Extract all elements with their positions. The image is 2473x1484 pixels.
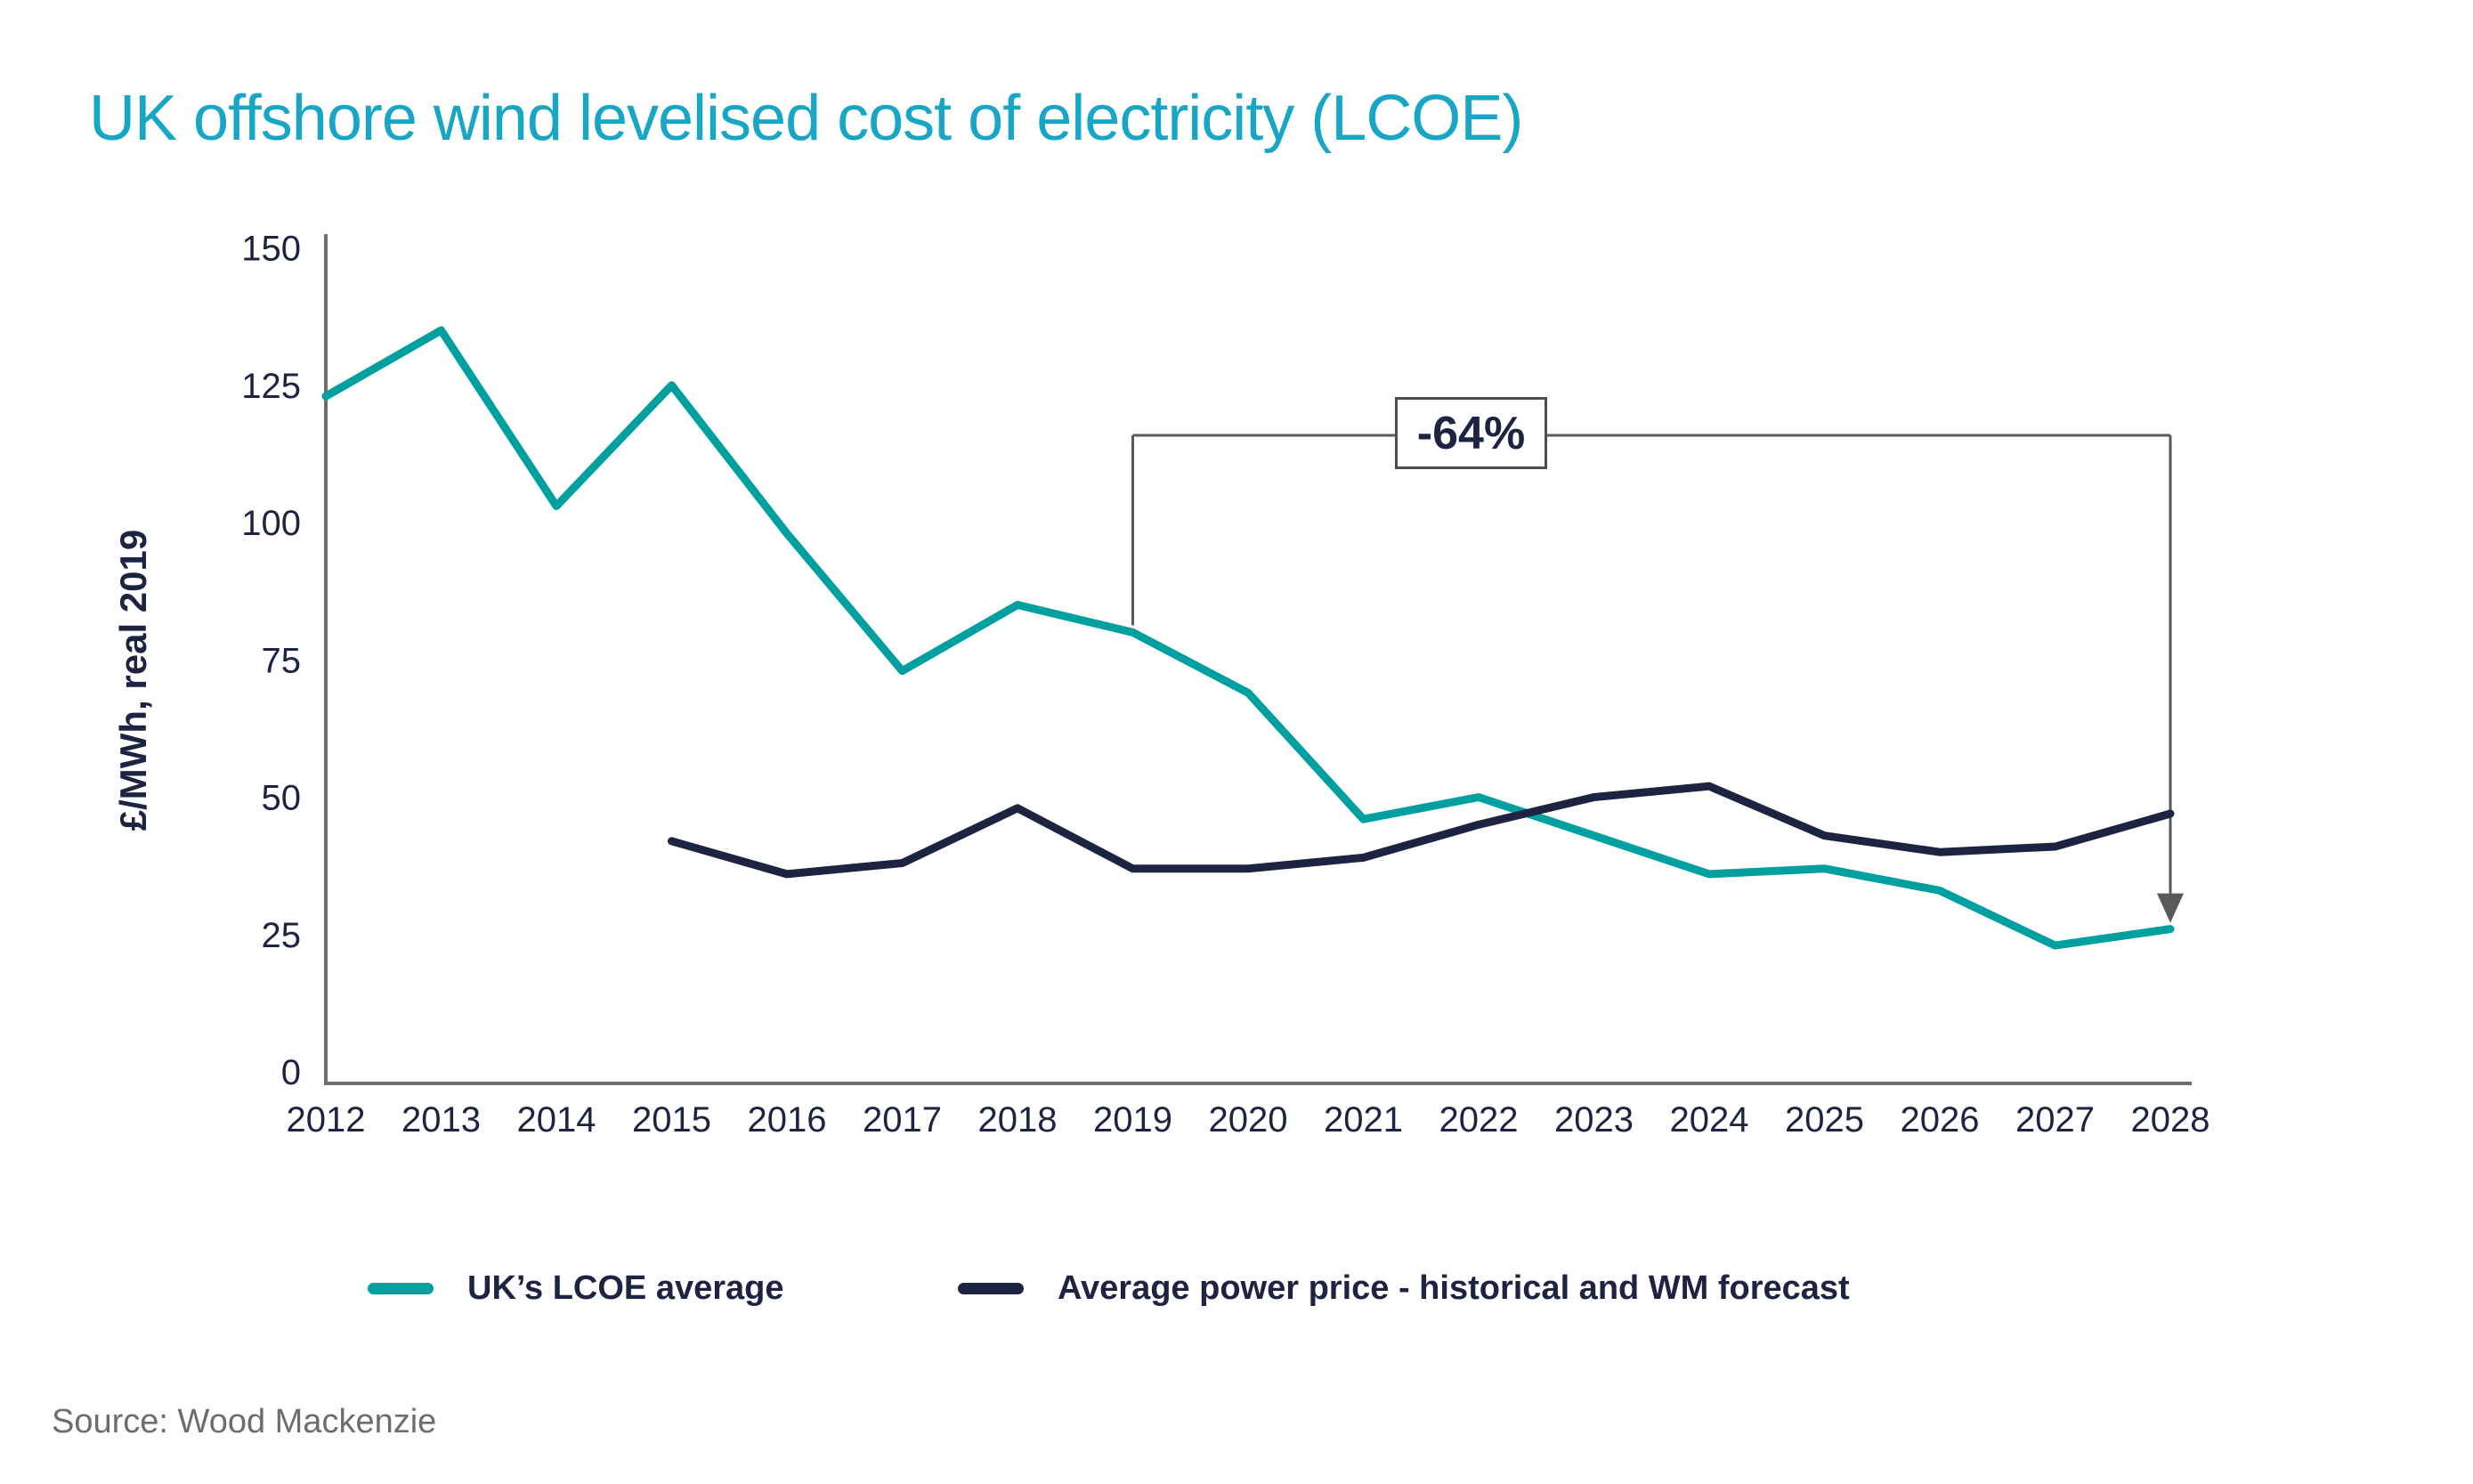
x-tick-label: 2028 [2131,1100,2210,1139]
legend: UK’s LCOE average Average power price - … [0,1266,2473,1310]
x-tick-label: 2024 [1670,1100,1749,1139]
annotation-box: -64% [1395,397,1547,469]
x-tick-label: 2012 [287,1100,366,1139]
x-tick-label: 2015 [632,1100,711,1139]
y-tick-label: 125 [241,367,301,406]
x-tick-label: 2022 [1439,1100,1519,1139]
x-tick-label: 2025 [1785,1100,1864,1139]
legend-item-power-price: Average power price - historical and WM … [958,1266,1850,1310]
y-tick-label: 100 [241,504,301,543]
legend-label-power-price: Average power price - historical and WM … [1058,1269,1850,1307]
annotation-arrowhead-icon [2157,893,2184,923]
legend-item-lcoe: UK’s LCOE average [368,1266,784,1310]
x-tick-label: 2020 [1209,1100,1288,1139]
legend-label-lcoe: UK’s LCOE average [467,1269,784,1307]
power-price-line [668,782,2175,879]
x-tick-label: 2017 [863,1100,942,1139]
lcoe-line [321,326,2175,950]
x-tick-label: 2021 [1324,1100,1403,1139]
legend-swatch-power-price-icon [958,1282,1024,1294]
y-tick-label: 150 [241,230,301,269]
x-tick-label: 2019 [1093,1100,1172,1139]
legend-swatch-lcoe-icon [368,1282,434,1294]
x-tick-label: 2014 [517,1100,596,1139]
x-tick-label: 2018 [978,1100,1058,1139]
x-tick-label: 2023 [1554,1100,1634,1139]
x-tick-label: 2016 [748,1100,827,1139]
x-tick-label: 2026 [1901,1100,1980,1139]
y-tick-label: 75 [262,641,302,680]
y-axis-title: £/MWh, real 2019 [112,529,154,831]
annotation-label: -64% [1416,407,1526,459]
page-title: UK offshore wind levelised cost of elect… [89,83,1523,154]
source-note: Source: Wood Mackenzie [52,1403,437,1440]
y-tick-label: 25 [262,916,302,955]
y-tick-label: 50 [262,779,302,818]
y-tick-label: 0 [281,1053,301,1092]
x-tick-label: 2013 [401,1100,481,1139]
x-tick-label: 2027 [2015,1100,2095,1139]
